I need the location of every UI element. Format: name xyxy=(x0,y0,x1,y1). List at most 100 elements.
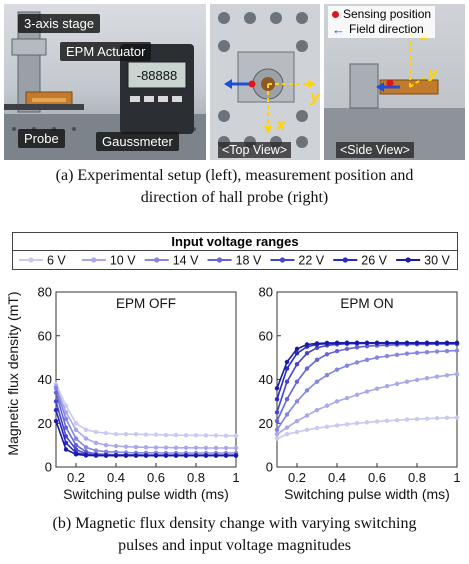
data-point xyxy=(73,427,79,433)
data-point xyxy=(294,429,300,435)
data-point xyxy=(404,379,410,384)
data-point xyxy=(143,432,149,437)
data-point xyxy=(113,431,119,437)
x-tick-label: 1 xyxy=(232,470,239,485)
data-point xyxy=(354,345,360,350)
x-tick-label: 0.6 xyxy=(147,470,165,485)
data-point xyxy=(63,425,69,430)
data-point xyxy=(193,453,199,458)
data-point xyxy=(83,453,89,458)
data-point xyxy=(294,346,300,352)
data-point xyxy=(344,340,350,345)
legend-divider xyxy=(13,250,457,251)
data-point xyxy=(344,346,350,352)
chart-title: EPM OFF xyxy=(116,296,176,311)
data-point xyxy=(314,407,320,413)
data-point xyxy=(143,445,149,450)
data-point xyxy=(354,421,360,426)
stage-column xyxy=(17,11,41,113)
data-point xyxy=(53,386,59,391)
side-view-stage xyxy=(349,63,379,109)
caption-b: (b) Magnetic flux density change with va… xyxy=(0,513,469,557)
data-point xyxy=(404,340,410,345)
data-point xyxy=(284,379,290,384)
legend-label: 26 V xyxy=(361,254,387,268)
data-point xyxy=(53,390,59,395)
data-point xyxy=(233,453,239,458)
x-tick-label: 1 xyxy=(453,470,460,485)
data-point xyxy=(334,399,340,404)
stage-block xyxy=(11,38,47,56)
caption-a-line-1: (a) Experimental setup (left), measureme… xyxy=(55,167,414,184)
legend-item-30v: 30 V xyxy=(396,254,451,268)
legend-item-26v: 26 V xyxy=(333,254,388,268)
data-point xyxy=(233,433,239,438)
data-point xyxy=(284,359,290,365)
data-point xyxy=(294,399,300,404)
photo-legend-sensing: Sensing position xyxy=(332,7,431,22)
data-point xyxy=(83,427,89,433)
data-point xyxy=(284,412,290,417)
x-tick-label: 0.8 xyxy=(408,470,426,485)
data-point xyxy=(434,416,440,421)
data-point xyxy=(384,383,390,389)
series-6v xyxy=(53,381,239,438)
y-tick-label: 60 xyxy=(259,328,273,343)
legend-label: 14 V xyxy=(173,254,199,268)
x-tick-label: 0.4 xyxy=(107,470,125,485)
legend-label: 22 V xyxy=(298,254,324,268)
data-point xyxy=(454,348,460,353)
data-point xyxy=(53,399,59,404)
data-point xyxy=(304,427,310,433)
data-point xyxy=(203,445,209,451)
data-point xyxy=(63,403,69,408)
data-point xyxy=(454,371,460,377)
data-point xyxy=(133,453,139,458)
data-point xyxy=(93,440,99,446)
data-point xyxy=(394,340,400,345)
top-view-label: <Top View> xyxy=(218,142,292,158)
data-point xyxy=(294,361,300,367)
data-point xyxy=(374,355,380,360)
data-point xyxy=(113,443,119,449)
data-point xyxy=(434,349,440,354)
data-point xyxy=(304,413,310,418)
gaussmeter-reading: -88888 xyxy=(137,68,177,83)
side-view-sensing-dot xyxy=(386,79,394,87)
data-point xyxy=(133,431,139,437)
data-point xyxy=(173,445,179,450)
data-point xyxy=(304,351,310,356)
series-6v xyxy=(274,415,460,441)
data-point xyxy=(404,351,410,356)
data-point xyxy=(364,420,370,425)
legend-label: 18 V xyxy=(236,254,262,268)
plot-frame xyxy=(276,291,458,468)
side-view-y-axis-line xyxy=(409,75,427,88)
data-point xyxy=(223,445,229,451)
y-tick-label: 0 xyxy=(266,460,273,475)
data-point xyxy=(73,436,79,441)
photo-legend-sensing-text: Sensing position xyxy=(343,7,432,21)
photo-legend-field-text: Field direction xyxy=(349,22,424,36)
y-axis-label: Magnetic flux density (mT) xyxy=(5,291,21,455)
data-point xyxy=(284,425,290,430)
top-view-photo: y x <Top View> xyxy=(210,4,320,160)
data-point xyxy=(374,419,380,424)
data-point xyxy=(213,453,219,458)
y-tick-label: 40 xyxy=(259,372,273,387)
data-point xyxy=(424,416,430,421)
x-tick-label: 0.4 xyxy=(328,470,346,485)
data-point xyxy=(213,433,219,438)
x-tick-label: 0.2 xyxy=(67,470,85,485)
data-point xyxy=(294,418,300,424)
label-gaussmeter: Gaussmeter xyxy=(96,132,179,151)
data-point xyxy=(294,379,300,384)
data-point xyxy=(274,418,280,424)
data-point xyxy=(374,340,380,345)
top-view-holes xyxy=(218,12,308,148)
legend-marker xyxy=(405,257,411,263)
y-tick-label: 80 xyxy=(38,285,52,300)
x-tick-label: 0.8 xyxy=(187,470,205,485)
data-point xyxy=(113,453,119,458)
data-point xyxy=(103,430,109,436)
